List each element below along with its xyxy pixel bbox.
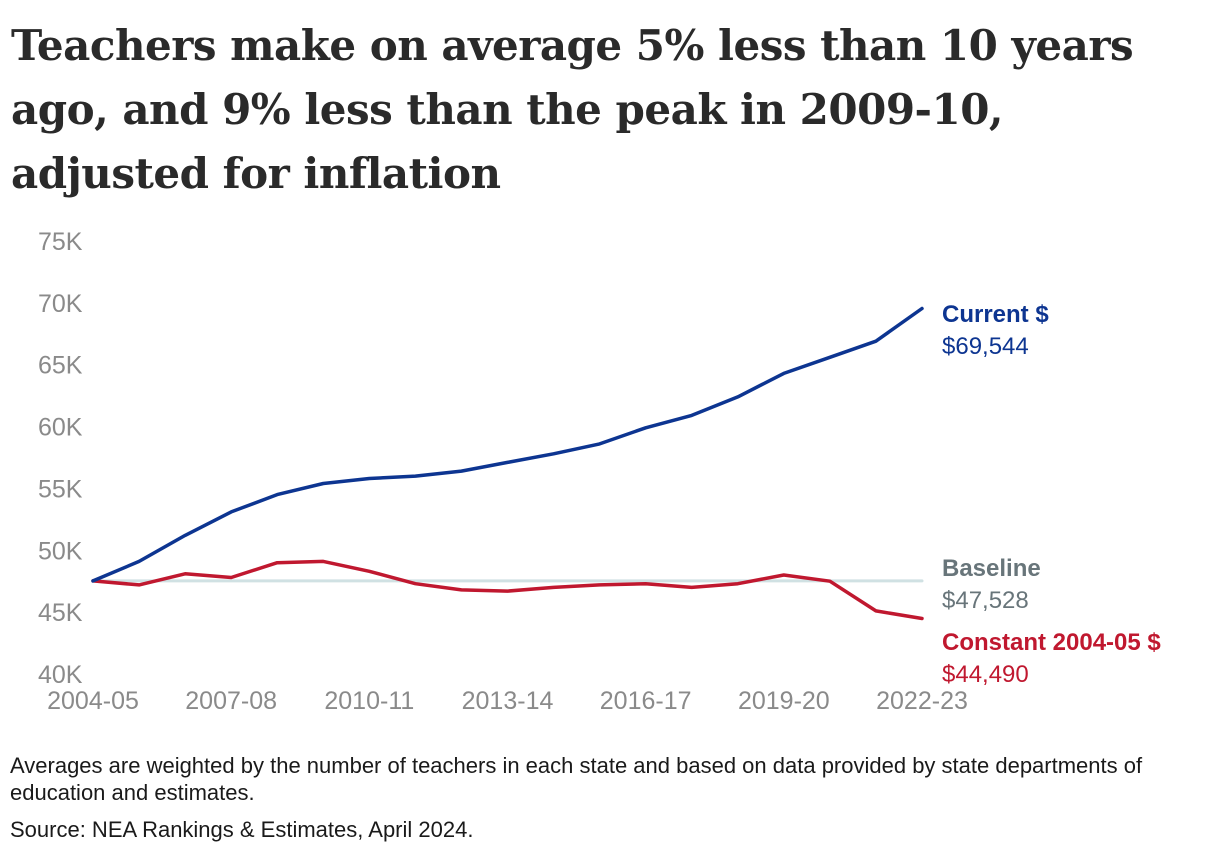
- x-tick-label: 2013-14: [462, 687, 554, 715]
- series-lines: [91, 306, 924, 621]
- y-tick-label: 50K: [38, 537, 83, 565]
- y-axis-ticks: 40K 45K 50K 55K 60K 65K 70K 75K: [38, 228, 83, 689]
- y-tick-label: 65K: [38, 352, 83, 380]
- x-tick-label: 2022-23: [876, 687, 968, 715]
- x-tick-label: 2019-20: [738, 687, 830, 715]
- y-tick-label: 60K: [38, 414, 83, 442]
- series-value-label-baseline: $47,528: [942, 587, 1029, 614]
- y-tick-label: 40K: [38, 661, 83, 689]
- y-tick-label: 55K: [38, 475, 83, 503]
- series-name-label-current: Current $: [942, 301, 1049, 328]
- y-tick-label: 45K: [38, 599, 83, 627]
- y-tick-label: 70K: [38, 290, 83, 318]
- series-value-label-current: $69,544: [942, 333, 1029, 360]
- series-name-label-baseline: Baseline: [942, 555, 1041, 582]
- source-note: Source: NEA Rankings & Estimates, April …: [10, 817, 474, 842]
- series-name-label-constant-2004-05: Constant 2004-05 $: [942, 629, 1161, 656]
- series-line-constant-2004-05: [91, 559, 924, 621]
- x-axis-ticks: 2004-05 2007-08 2010-11 2013-14 2016-17 2019-…: [47, 687, 968, 715]
- y-tick-label: 75K: [38, 228, 83, 256]
- footnote: Averages are weighted by the number of t…: [10, 753, 1143, 805]
- x-tick-label: 2010-11: [324, 687, 414, 715]
- x-tick-label: 2016-17: [600, 687, 692, 715]
- series-line-current: [91, 306, 924, 583]
- x-tick-label: 2004-05: [47, 687, 139, 715]
- chart-title: Teachers make on average 5% less than 10…: [11, 21, 1134, 198]
- x-tick-label: 2007-08: [185, 687, 277, 715]
- series-end-labels: Current $ $69,544 Constant 2004-05 $ $44,49…: [942, 301, 1161, 688]
- series-value-label-constant-2004-05: $44,490: [942, 661, 1029, 688]
